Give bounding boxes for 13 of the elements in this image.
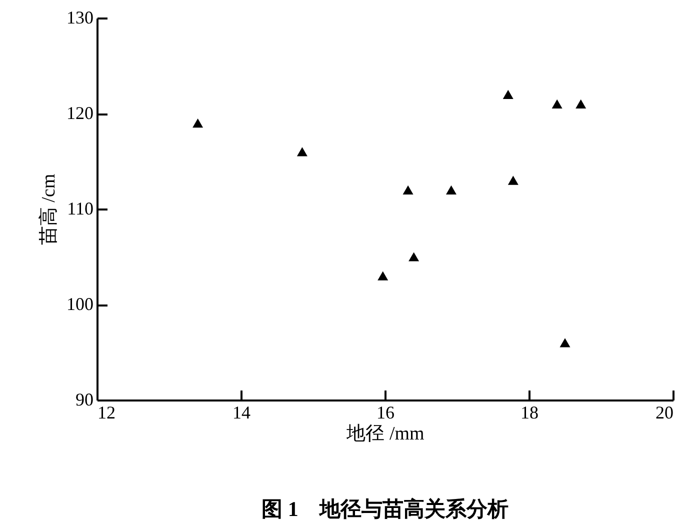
x-tick-label: 20	[656, 402, 674, 422]
y-tick-label: 110	[67, 198, 94, 218]
y-tick-label: 130	[66, 8, 94, 28]
y-tick-label: 120	[66, 103, 94, 123]
y-axis-title: 苗高 /cm	[38, 174, 60, 246]
y-tick-label: 90	[76, 390, 94, 410]
text: 图 1 地径与苗高关系分析	[262, 497, 508, 521]
y-tick-label: 100	[66, 294, 94, 314]
x-tick-label: 16	[376, 402, 394, 422]
x-tick-label: 12	[98, 402, 116, 422]
x-tick-label: 18	[520, 402, 538, 422]
x-tick-label: 14	[232, 402, 250, 422]
x-axis-title: 地径 /mm	[346, 424, 425, 444]
